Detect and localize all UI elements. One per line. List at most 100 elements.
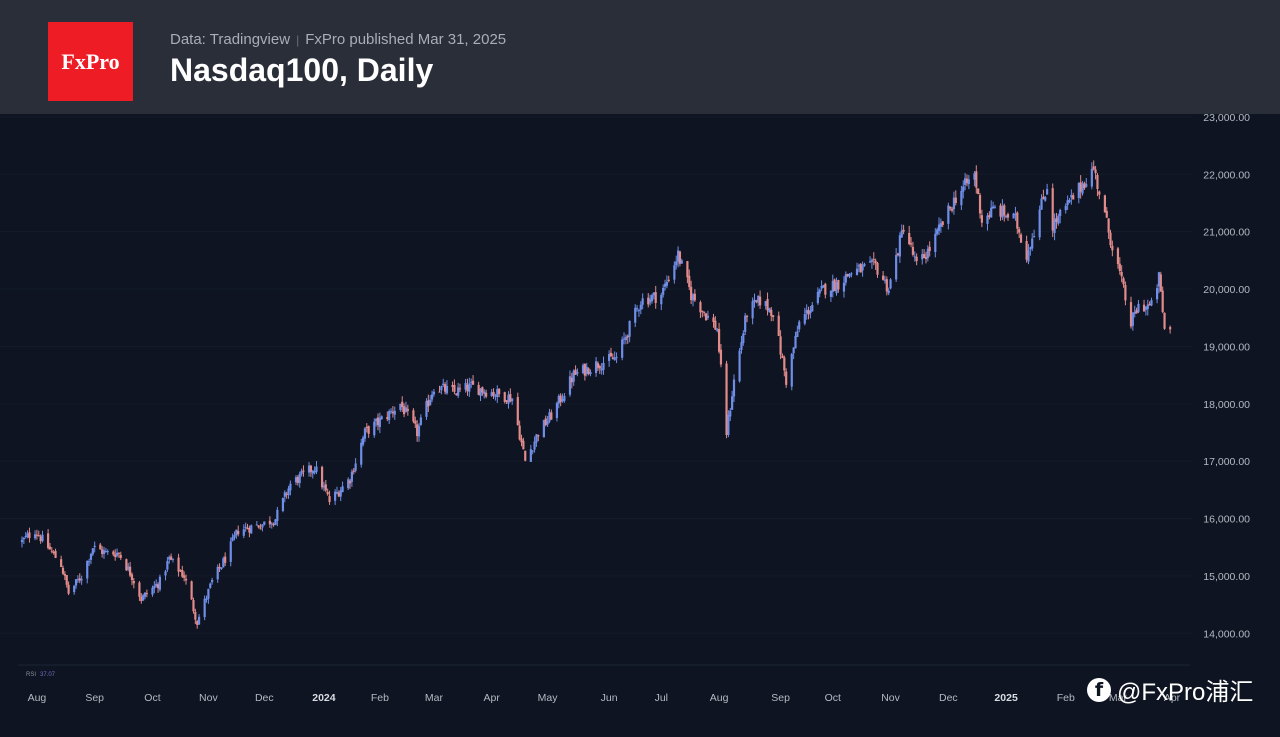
candle [354,458,357,473]
candle [429,395,432,406]
candle [589,369,592,377]
candle [289,480,292,496]
candle [1081,181,1084,196]
x-tick-label: Mar [425,692,444,704]
candle [934,228,937,258]
separator: | [296,33,300,47]
candle [222,556,225,568]
candle [483,389,486,399]
candle [294,475,298,486]
candle [895,248,898,282]
fxpro-logo[interactable]: FxPro [48,22,133,101]
candle [231,533,234,542]
chart-area[interactable]: 14,000.00 15,000.00 16,000.00 17,000.00 18,0… [0,112,1280,732]
candle [117,552,121,558]
candle [406,404,409,416]
y-tick-label: 17,000.00 [1203,456,1250,468]
data-source: Data: Tradingview [170,31,291,48]
candle [660,292,663,311]
candle [783,355,786,377]
candle [425,398,428,420]
candle [490,388,493,398]
candle [50,547,53,554]
candle [1031,233,1034,252]
candle [211,577,214,585]
candle [777,311,780,337]
candle [529,444,532,462]
candle [104,548,107,553]
y-tick-label: 18,000.00 [1203,399,1250,411]
candle [883,275,887,284]
x-tick-label: Sep [771,692,790,704]
candle [706,310,709,320]
x-tick-label: 2024 [312,692,336,704]
candle [915,253,918,266]
candle [216,564,219,583]
candle [1150,297,1153,307]
candle [574,365,577,375]
candle [101,546,104,558]
candle [745,314,749,323]
candle [20,536,24,548]
candle [348,478,352,489]
candle [820,280,823,292]
candle [637,308,641,317]
candle [263,521,266,526]
candle [738,347,741,383]
x-tick-label: Oct [144,692,160,704]
x-tick-label: Aug [28,692,47,704]
candle [153,581,156,594]
candle [977,188,980,195]
candle [559,393,562,407]
candle [1094,165,1097,180]
candle [600,362,603,375]
candle [28,527,31,543]
candle [665,275,668,289]
candle [902,224,905,235]
candle [363,427,367,443]
candle [1124,281,1127,306]
candle [667,275,670,283]
candle [138,581,141,601]
candle [824,282,827,299]
candle [926,245,929,262]
candle [516,392,519,426]
candle [855,262,859,276]
candle [542,419,545,438]
candle [613,351,616,361]
y-tick-label: 22,000.00 [1203,169,1250,181]
candle [442,378,445,388]
candle [22,536,25,544]
x-axis-labels: Aug Sep Oct Nov Dec 2024 Feb Mar Apr May Jun Jul Aug… [28,692,1181,704]
candlestick-chart[interactable]: 14,000.00 15,000.00 16,000.00 17,000.00 18,0… [0,112,1280,732]
candle [373,418,376,438]
candle [524,450,527,462]
candle [555,401,559,422]
candle [652,292,655,300]
candle [281,497,285,513]
x-tick-label: 2025 [994,692,1018,704]
candle [1046,183,1049,195]
candle [939,218,942,233]
candle [177,553,180,577]
candle [455,393,458,396]
candle [967,175,970,190]
candle [1137,300,1140,314]
candle [675,255,678,270]
candle [520,434,523,447]
candle [164,569,167,581]
candle [641,293,644,310]
candle [438,385,441,393]
candle [896,252,900,257]
candle [1025,235,1028,263]
candle [717,322,721,354]
rsi-value: 37.07 [40,672,56,678]
candle [376,413,380,431]
candle [170,553,173,561]
candle [621,336,624,361]
candle [322,481,326,492]
candle [324,480,327,493]
candle [1059,208,1062,224]
candle [179,569,182,572]
candle [988,211,991,220]
